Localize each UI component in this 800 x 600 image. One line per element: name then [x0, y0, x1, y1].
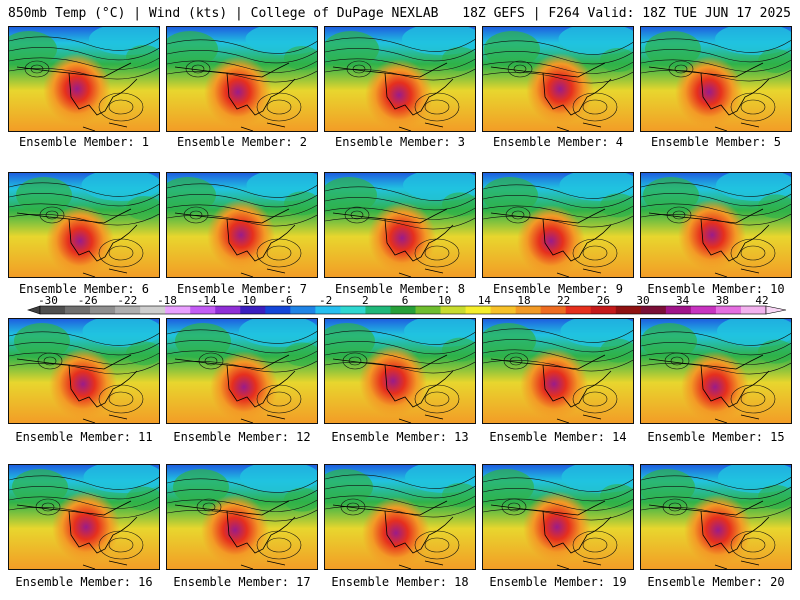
- colorbar-swatch: [115, 306, 141, 314]
- colorbar-min-arrow: [27, 305, 41, 315]
- ensemble-member-caption: Ensemble Member: 15: [647, 430, 785, 444]
- colorbar-tick-label: -10: [236, 296, 256, 307]
- ensemble-member-caption: Ensemble Member: 11: [15, 430, 153, 444]
- colorbar-swatch: [615, 306, 642, 314]
- ensemble-member-caption: Ensemble Member: 1: [18, 135, 150, 149]
- colorbar-swatch: [190, 306, 216, 314]
- ensemble-member-map: [324, 172, 476, 278]
- colorbar-swatch: [365, 306, 391, 314]
- colorbar-max-arrow: [765, 305, 787, 315]
- colorbar-swatch: [440, 306, 466, 314]
- ensemble-member-map: [8, 464, 160, 570]
- colorbar-swatch: [540, 306, 567, 314]
- colorbar-tick-label: -22: [117, 296, 137, 307]
- temperature-colorbar: -30 -26 -22 -18 -14 -10 -6 -2 2 6 10 14 18 22 26 30 34 38…: [27, 296, 787, 315]
- colorbar-swatch: [565, 306, 592, 314]
- colorbar-swatch: [40, 306, 66, 314]
- colorbar-tick-label: 42: [755, 296, 768, 307]
- ensemble-member-caption: Ensemble Member: 7: [176, 282, 308, 296]
- colorbar-tick-label: -14: [197, 296, 217, 307]
- ensemble-member-map: [482, 318, 634, 424]
- ensemble-member-map: [166, 464, 318, 570]
- ensemble-member-caption: Ensemble Member: 14: [489, 430, 627, 444]
- ensemble-member-map: [166, 172, 318, 278]
- colorbar-swatch: [465, 306, 492, 314]
- colorbar-swatch: [715, 306, 742, 314]
- colorbar-tick-label: 30: [636, 296, 649, 307]
- colorbar-swatch: [90, 306, 116, 314]
- ensemble-member-map: [166, 26, 318, 132]
- ensemble-member-map: [482, 172, 634, 278]
- ensemble-member-caption: Ensemble Member: 8: [334, 282, 466, 296]
- ensemble-member-caption: Ensemble Member: 9: [492, 282, 624, 296]
- ensemble-member-map: [166, 318, 318, 424]
- ensemble-member-map: [640, 464, 792, 570]
- colorbar-tick-label: 26: [597, 296, 610, 307]
- ensemble-member-caption: Ensemble Member: 16: [15, 575, 153, 589]
- chart-title: 850mb Temp (°C) | Wind (kts) | College o…: [8, 6, 439, 21]
- colorbar-swatch: [265, 306, 291, 314]
- ensemble-member-caption: Ensemble Member: 19: [489, 575, 627, 589]
- colorbar-swatch: [140, 306, 166, 314]
- ensemble-member-map: [324, 26, 476, 132]
- colorbar-swatch: [640, 306, 667, 314]
- colorbar-tick-label: 22: [557, 296, 570, 307]
- colorbar-tick-label: -26: [78, 296, 98, 307]
- ensemble-member-caption: Ensemble Member: 3: [334, 135, 466, 149]
- ensemble-member-caption: Ensemble Member: 2: [176, 135, 308, 149]
- ensemble-member-map: [8, 172, 160, 278]
- ensemble-member-caption: Ensemble Member: 17: [173, 575, 311, 589]
- ensemble-member-caption: Ensemble Member: 10: [647, 282, 785, 296]
- colorbar-swatch: [315, 306, 341, 314]
- ensemble-member-map: [324, 318, 476, 424]
- colorbar-tick-label: -30: [38, 296, 58, 307]
- colorbar-tick-label: -2: [319, 296, 332, 307]
- ensemble-member-caption: Ensemble Member: 4: [492, 135, 624, 149]
- colorbar-swatch: [340, 306, 366, 314]
- colorbar-tick-label: 38: [716, 296, 729, 307]
- ensemble-member-map: [482, 464, 634, 570]
- colorbar-tick-label: 2: [362, 296, 369, 307]
- colorbar-tick-label: -6: [279, 296, 292, 307]
- ensemble-member-map: [640, 318, 792, 424]
- colorbar-tick-label: 34: [676, 296, 690, 307]
- colorbar-tick-label: 14: [478, 296, 492, 307]
- ensemble-member-caption: Ensemble Member: 5: [650, 135, 782, 149]
- colorbar-swatch: [215, 306, 241, 314]
- colorbar-tick-label: 10: [438, 296, 451, 307]
- colorbar-swatch: [665, 306, 692, 314]
- colorbar-tick-label: 6: [402, 296, 409, 307]
- colorbar-swatch: [390, 306, 416, 314]
- colorbar-swatch: [515, 306, 542, 314]
- colorbar-swatch: [415, 306, 441, 314]
- colorbar-tick-label: 18: [517, 296, 530, 307]
- ensemble-member-caption: Ensemble Member: 12: [173, 430, 311, 444]
- colorbar-swatch: [690, 306, 717, 314]
- colorbar-swatch: [240, 306, 266, 314]
- ensemble-member-caption: Ensemble Member: 13: [331, 430, 469, 444]
- colorbar-swatch: [290, 306, 316, 314]
- ensemble-member-map: [482, 26, 634, 132]
- ensemble-member-caption: Ensemble Member: 6: [18, 282, 150, 296]
- colorbar-swatch: [65, 306, 91, 314]
- colorbar-swatch: [165, 306, 191, 314]
- colorbar-swatch: [490, 306, 517, 314]
- ensemble-member-map: [8, 318, 160, 424]
- colorbar-swatch: [590, 306, 617, 314]
- ensemble-member-map: [640, 172, 792, 278]
- ensemble-member-map: [324, 464, 476, 570]
- model-run-info: 18Z GEFS | F264 Valid: 18Z TUE JUN 17 20…: [462, 6, 791, 21]
- ensemble-member-map: [640, 26, 792, 132]
- ensemble-member-caption: Ensemble Member: 20: [647, 575, 785, 589]
- ensemble-member-caption: Ensemble Member: 18: [331, 575, 469, 589]
- ensemble-member-map: [8, 26, 160, 132]
- colorbar-tick-label: -18: [157, 296, 177, 307]
- colorbar-swatch: [740, 306, 767, 314]
